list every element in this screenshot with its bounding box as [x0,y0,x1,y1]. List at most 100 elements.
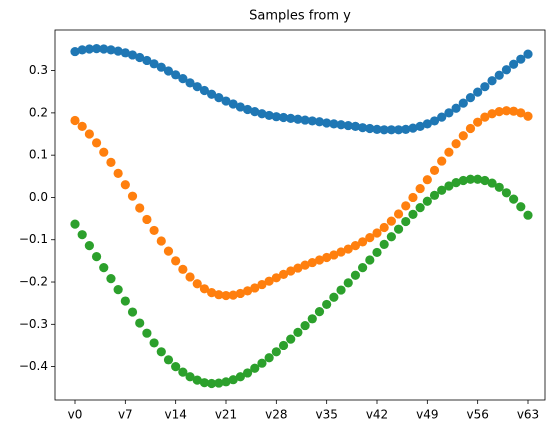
point [70,46,80,57]
point [480,82,490,92]
point [401,201,411,211]
point [271,112,281,122]
point [156,347,166,357]
point [379,222,389,233]
point [329,119,339,129]
point [465,174,476,184]
point [271,347,281,357]
x-tick-label: v0 [68,408,83,422]
point [91,138,102,148]
point [523,210,533,220]
point [358,237,368,247]
point [235,288,245,299]
point [257,109,267,119]
plot-frame [54,29,546,401]
point [429,165,440,175]
point [120,180,130,190]
point [458,131,468,141]
point [386,125,396,135]
point [509,194,519,204]
point [185,372,195,382]
point [142,328,152,338]
point [221,96,231,106]
point [429,116,440,126]
point [458,98,468,108]
point [322,299,332,310]
point [286,334,296,344]
point [322,252,332,263]
point [278,112,289,123]
point [393,224,404,234]
point [386,232,396,242]
point [185,272,195,282]
point [149,225,159,236]
point [163,355,174,365]
point [422,175,432,185]
point [192,279,202,289]
point [350,121,361,132]
point [465,123,476,134]
point [358,263,368,273]
point [171,256,181,266]
point [300,320,310,331]
point [451,139,461,149]
point [91,252,102,262]
point [465,93,476,103]
point [257,358,267,368]
point [264,110,274,121]
point [84,129,94,139]
point [393,209,404,219]
point [429,190,440,200]
point [106,274,116,284]
point [415,121,425,132]
y-tick-label: −0.4 [19,359,48,373]
point [149,59,159,69]
point [480,112,490,122]
point [444,108,454,118]
x-tick-label: v56 [466,408,488,422]
point [185,78,195,88]
point [178,74,188,84]
point [365,255,375,265]
point [393,125,404,135]
point [422,119,432,129]
point [307,116,317,126]
point [365,123,375,134]
x-tick-label: v42 [366,408,388,422]
point [336,247,346,257]
point [113,285,123,295]
point [106,157,116,167]
point [242,368,253,378]
point [70,219,80,229]
point [70,115,80,126]
point [214,93,224,103]
point [501,188,512,198]
point [509,106,519,116]
x-tick-label: v21 [215,408,237,422]
y-tick-label: 0.1 [29,148,48,162]
x-tick-label: v7 [118,408,133,422]
point [127,191,138,201]
point [113,168,123,178]
point [300,115,310,125]
point [214,290,224,300]
point [408,192,418,203]
y-tick-label: 0.0 [29,190,48,204]
point [199,378,210,388]
point [372,247,382,258]
point [300,260,310,270]
point [437,112,447,122]
point [91,44,102,54]
point [343,244,353,254]
y-tick-label: −0.2 [19,275,48,289]
point [329,292,339,302]
point [84,241,94,251]
point [379,239,389,249]
point [473,87,483,97]
point [99,44,109,54]
point [163,66,174,76]
point [77,230,87,240]
point [221,290,231,301]
point [314,255,325,265]
